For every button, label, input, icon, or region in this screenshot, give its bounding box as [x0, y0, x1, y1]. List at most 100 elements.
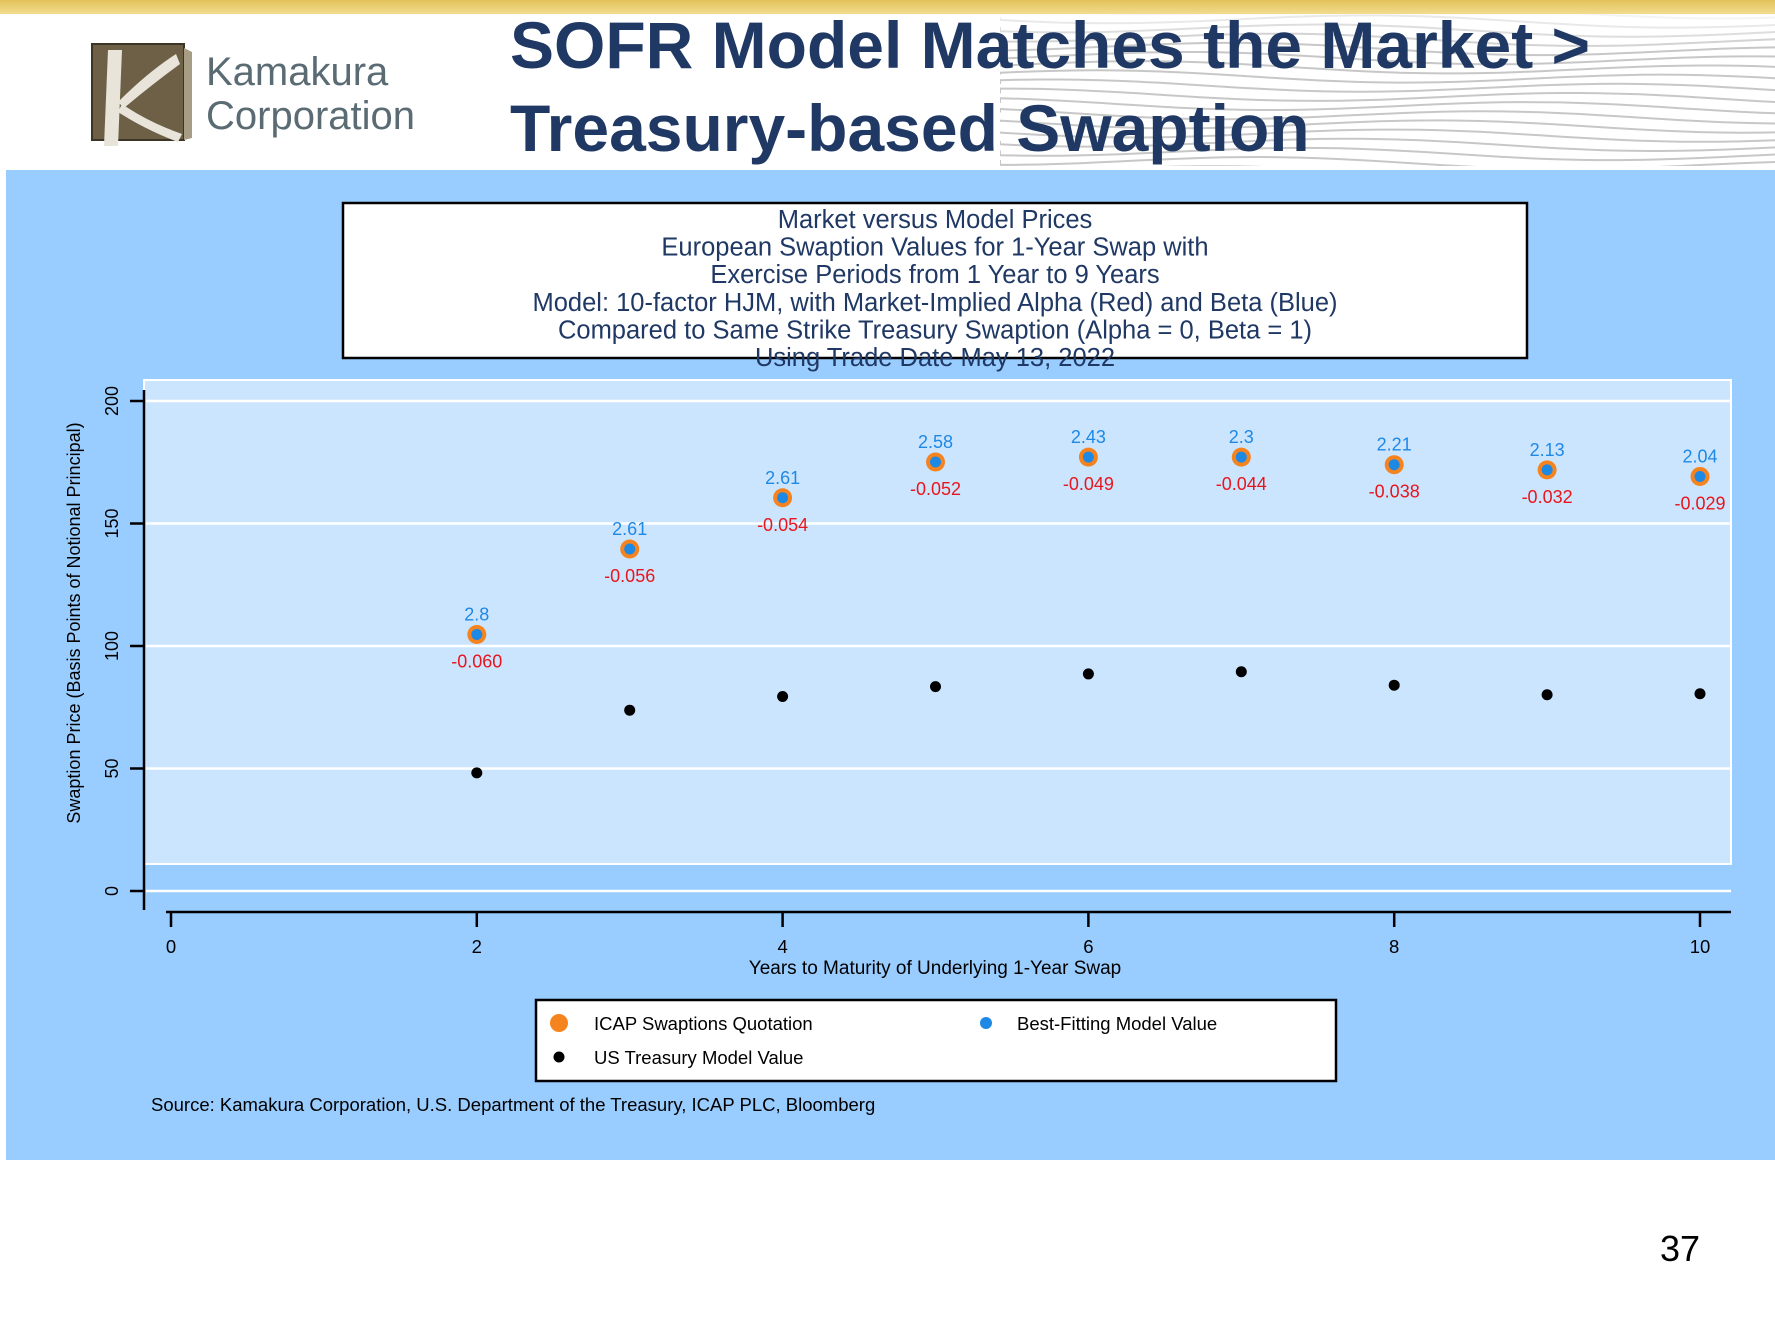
header-wave-line: [1000, 155, 1775, 166]
beta-label: 2.61: [612, 519, 647, 539]
chart-title-line: Exercise Periods from 1 Year to 9 Years: [710, 261, 1159, 289]
header-wave-line: [1000, 14, 1775, 29]
logo-line-1: Kamakura: [206, 50, 389, 94]
header-wave-decoration: [1000, 14, 1775, 166]
logo-line-2: Corporation: [206, 94, 416, 138]
x-tick-label: 0: [166, 936, 176, 957]
slide-title-line-1: SOFR Model Matches the Market >: [510, 8, 1591, 82]
header-wave-line: [1000, 119, 1775, 134]
beta-label: 2.61: [765, 468, 800, 488]
header-wave-line: [1000, 23, 1775, 38]
model-point: [930, 456, 941, 468]
treasury-point: [624, 704, 636, 716]
slide-title-line-2: Treasury-based Swaption: [510, 91, 1310, 165]
beta-label: 2.58: [918, 432, 953, 452]
header-wave-line: [1000, 32, 1775, 47]
legend-model-marker-icon: [980, 1017, 992, 1029]
header-wave-line: [1000, 97, 1775, 115]
treasury-point: [930, 681, 941, 693]
alpha-label: -0.038: [1369, 482, 1420, 502]
alpha-label: -0.056: [604, 566, 655, 586]
header-wave-line: [1000, 78, 1775, 93]
beta-label: 2.3: [1229, 427, 1254, 447]
x-axis-ticks: 0 2 4 6 8 10: [166, 912, 1710, 957]
beta-data-labels: 2.8 2.61 2.61 2.58 2.43 2.3 2.21 2.13 2.04: [464, 427, 1717, 624]
alpha-label: -0.052: [910, 479, 961, 499]
alpha-data-labels: -0.060 -0.056 -0.054 -0.052 -0.049 -0.044 -0.0…: [451, 474, 1725, 671]
alpha-label: -0.032: [1522, 487, 1573, 507]
header-wave-line: [1000, 60, 1775, 75]
legend-icap-marker-icon: [550, 1014, 568, 1032]
chart-title-line: European Swaption Values for 1-Year Swap…: [661, 234, 1208, 262]
header-accent-bar: [0, 0, 1775, 14]
kamakura-logo: Kamakura Corporation: [88, 42, 468, 154]
model-point: [1388, 459, 1400, 471]
plot-area: [143, 379, 1732, 865]
y-tick-label: 150: [102, 508, 122, 538]
x-tick-label: 2: [472, 936, 482, 957]
model-point: [1082, 451, 1094, 463]
logo-wordmark: Kamakura Corporation: [206, 50, 415, 138]
x-tick-label: 6: [1083, 936, 1093, 957]
header-wave-line: [1000, 128, 1775, 143]
header-wave-line: [1000, 41, 1775, 57]
y-tick-label: 50: [102, 758, 122, 778]
header-wave-line: [1000, 87, 1775, 104]
y-tick-label: 200: [102, 386, 122, 416]
legend-model-label: Best-Fitting Model Value: [1017, 1013, 1217, 1034]
x-tick-label: 4: [777, 936, 787, 957]
chart-title-box: [341, 201, 1529, 360]
header-wave-line: [1000, 69, 1775, 84]
model-series: [471, 451, 1706, 640]
model-point: [1235, 451, 1247, 463]
beta-label: 2.8: [464, 604, 489, 624]
alpha-label: -0.044: [1216, 474, 1267, 494]
x-tick-label: 10: [1690, 936, 1711, 957]
source-note: Source: Kamakura Corporation, U.S. Depar…: [151, 1094, 875, 1115]
alpha-label: -0.054: [757, 515, 808, 535]
treasury-point: [1235, 666, 1247, 678]
model-point: [777, 492, 789, 504]
y-tick-label: 100: [102, 631, 122, 661]
model-point: [1694, 470, 1706, 482]
chart-title-line: Model: 10-factor HJM, with Market-Implie…: [533, 289, 1338, 317]
gridlines: [146, 399, 1731, 893]
y-axis-ticks: 0 50 100 150 200: [102, 386, 144, 896]
beta-label: 2.43: [1071, 427, 1106, 447]
header-wave-line: [1092, 14, 1775, 20]
legend-treasury-marker-icon: [553, 1051, 565, 1063]
header-wave-line: [1000, 137, 1775, 153]
treasury-point: [1541, 689, 1553, 701]
chart-title-line: Market versus Model Prices: [778, 206, 1093, 234]
chart-title-line: Using Trade Date May 13, 2022: [755, 344, 1115, 372]
treasury-point: [1388, 679, 1400, 691]
chart-title-line: Compared to Same Strike Treasury Swaptio…: [558, 316, 1312, 344]
alpha-label: -0.049: [1063, 474, 1114, 494]
treasury-point: [777, 690, 789, 702]
kamakura-logo-mark-icon: [91, 43, 192, 146]
x-tick-label: 8: [1389, 936, 1399, 957]
chart-panel: Market versus Model Prices European Swapt…: [6, 170, 1775, 1160]
model-point: [1541, 464, 1553, 476]
model-point: [624, 543, 636, 555]
slide-title: SOFR Model Matches the Market > Treasury…: [510, 4, 1750, 170]
header-wave-line: [1000, 146, 1775, 162]
header-wave-line: [1000, 107, 1775, 125]
beta-label: 2.13: [1530, 440, 1565, 460]
beta-label: 2.21: [1377, 435, 1412, 455]
treasury-point: [1694, 688, 1706, 700]
alpha-label: -0.029: [1674, 493, 1725, 513]
y-axis-label: Swaption Price (Basis Points of Notional…: [64, 422, 84, 823]
header-wave-line: [1000, 51, 1775, 66]
legend-box: [534, 998, 1338, 1083]
y-tick-label: 0: [102, 886, 122, 896]
treasury-point: [471, 767, 483, 779]
alpha-label: -0.060: [451, 651, 502, 671]
treasury-series: [471, 666, 1706, 779]
legend-treasury-label: US Treasury Model Value: [594, 1047, 803, 1068]
legend-icap-label: ICAP Swaptions Quotation: [594, 1013, 813, 1034]
treasury-point: [1082, 668, 1094, 680]
page-number: 37: [1659, 1228, 1700, 1269]
